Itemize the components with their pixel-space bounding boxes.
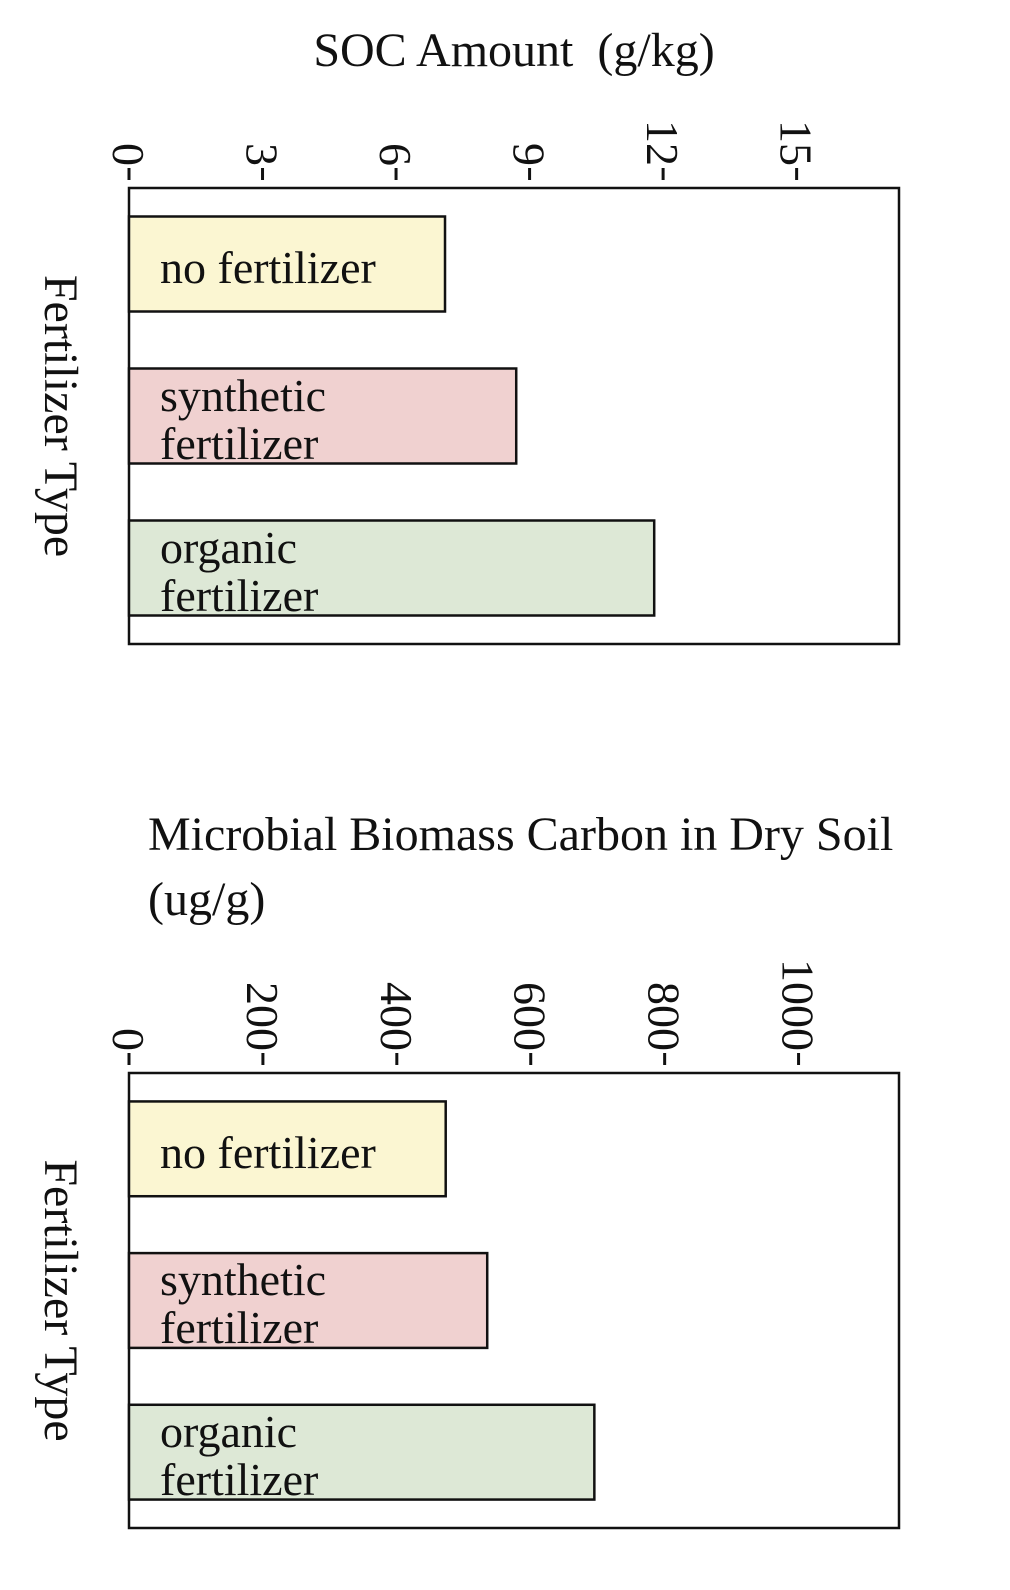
x-tick-label: 6 (370, 143, 421, 166)
bar-label: synthetic fertilizer (160, 1254, 327, 1354)
bar (127, 1403, 596, 1501)
bar-label: no fertilizer (160, 242, 376, 293)
x-tick-label: 400 (371, 982, 422, 1051)
x-tick-label: 1000 (773, 959, 824, 1051)
x-tick-label: 12 (637, 120, 688, 166)
x-tick-label: 200 (237, 982, 288, 1051)
bar (127, 1100, 447, 1198)
x-tick-label: 0 (103, 143, 154, 166)
x-tick-label: 9 (504, 143, 555, 166)
x-tick-label: 3 (237, 143, 288, 166)
x-tick-label: 800 (639, 982, 690, 1051)
x-tick-label: 600 (505, 982, 556, 1051)
x-tick-label: 15 (771, 120, 822, 166)
bar (127, 1251, 489, 1350)
bar (127, 519, 656, 617)
bar-label: synthetic fertilizer (160, 370, 327, 469)
chart-title: SOC Amount (g/kg) (313, 24, 715, 77)
bar-label: no fertilizer (160, 1126, 376, 1178)
bar-label: organic fertilizer (160, 1406, 319, 1506)
y-axis-label: Fertilizer Type (34, 1159, 87, 1441)
x-tick-label: 0 (103, 1028, 154, 1051)
y-axis-label: Fertilizer Type (34, 275, 87, 557)
bar-label: organic fertilizer (160, 522, 319, 621)
bar (127, 367, 518, 465)
bar (127, 215, 447, 313)
chart-title: Microbial Biomass Carbon in Dry Soil (ug… (148, 808, 906, 926)
